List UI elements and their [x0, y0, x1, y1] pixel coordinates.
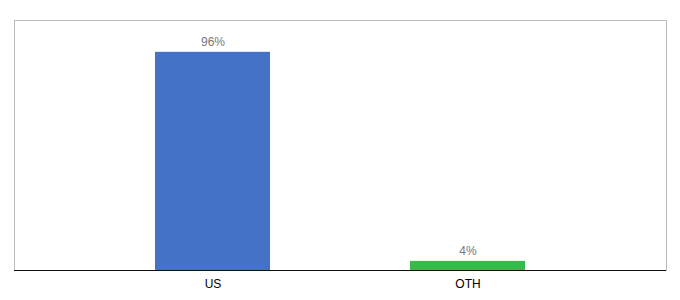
svg-text:US: US: [205, 277, 222, 291]
svg-text:96%: 96%: [201, 35, 225, 49]
svg-text:4%: 4%: [459, 244, 477, 258]
svg-text:OTH: OTH: [455, 277, 480, 291]
